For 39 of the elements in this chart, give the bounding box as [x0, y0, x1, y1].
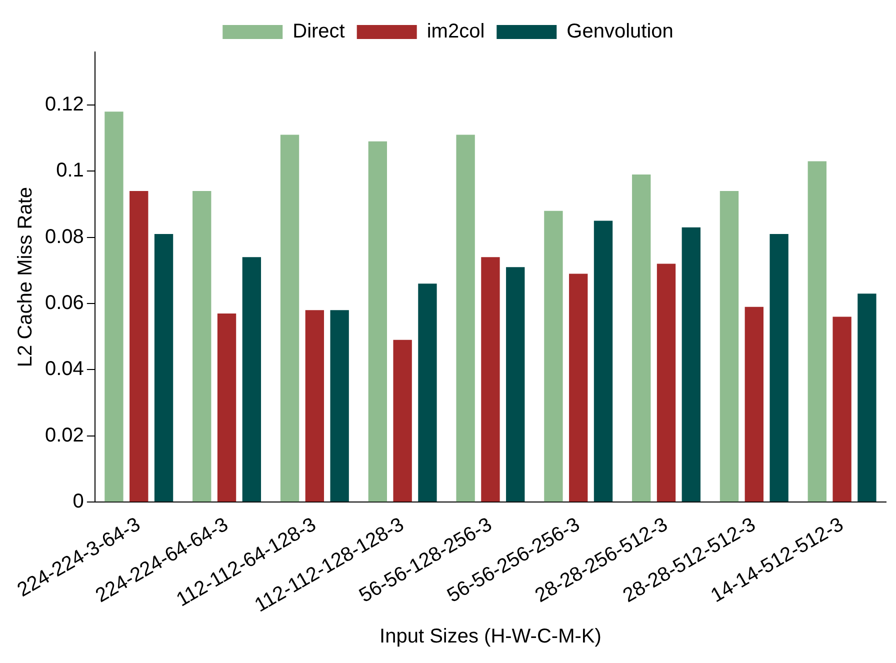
bar — [569, 274, 588, 502]
bar — [656, 264, 676, 502]
legend-label: im2col — [426, 20, 485, 43]
y-axis-title: L2 Cache Miss Rate — [14, 187, 37, 368]
x-axis-title: Input Sizes (H-W-C-M-K) — [380, 626, 602, 648]
bar — [506, 267, 525, 502]
y-tick-label: 0.04 — [44, 358, 84, 380]
bar — [104, 112, 124, 502]
y-tick-label: 0 — [72, 490, 84, 513]
bar — [393, 340, 412, 502]
bar — [744, 306, 764, 502]
bar — [305, 310, 324, 502]
bar — [481, 257, 500, 502]
bar — [720, 190, 739, 502]
bar — [280, 134, 300, 502]
y-tick-label: 0.1 — [56, 160, 84, 182]
bar — [154, 234, 174, 502]
bar — [130, 190, 148, 502]
bar — [368, 141, 387, 502]
bar — [330, 310, 349, 502]
bar — [832, 316, 852, 502]
bar — [242, 257, 262, 502]
legend-label: Genvolution — [566, 20, 674, 43]
bar — [858, 294, 876, 502]
y-tick-label: 0.12 — [44, 93, 84, 116]
y-tick-label: 0.08 — [44, 226, 84, 248]
bar — [682, 227, 700, 502]
bar — [456, 134, 475, 502]
legend-label: Direct — [292, 20, 346, 43]
bar — [770, 234, 788, 502]
bar — [594, 220, 613, 502]
bar — [808, 161, 826, 502]
bar — [544, 210, 563, 502]
y-tick-label: 0.02 — [44, 424, 84, 446]
bar — [217, 313, 236, 502]
y-tick-label: 0.06 — [44, 292, 84, 314]
bar — [192, 190, 212, 502]
bar — [418, 284, 437, 502]
bar — [632, 174, 651, 502]
